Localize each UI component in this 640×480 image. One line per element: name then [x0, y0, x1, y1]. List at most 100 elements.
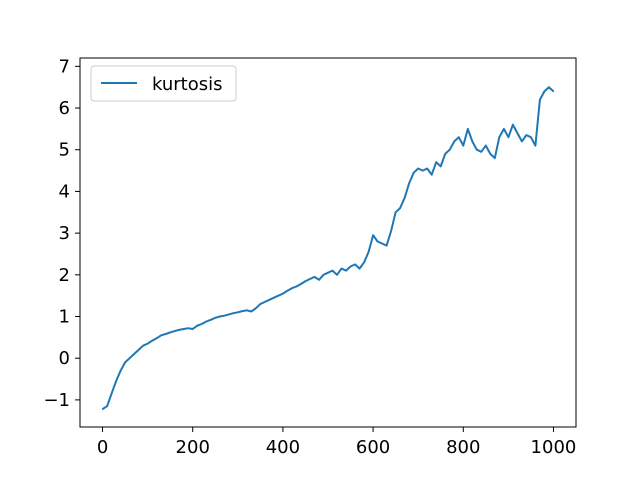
- y-tick-label: 4: [59, 181, 70, 202]
- data-point: [327, 272, 329, 274]
- data-point: [498, 136, 500, 138]
- legend-box: [90, 65, 237, 102]
- y-tick-label: 1: [59, 307, 70, 328]
- data-point: [160, 334, 162, 336]
- data-point: [431, 174, 433, 176]
- data-point: [286, 290, 288, 292]
- data-point: [277, 295, 279, 297]
- data-point: [408, 182, 410, 184]
- data-point: [295, 285, 297, 288]
- data-point: [169, 331, 171, 333]
- data-point: [300, 283, 302, 285]
- data-point: [129, 357, 131, 359]
- y-tick-label: 3: [59, 223, 70, 244]
- y-tick-label: 6: [59, 98, 70, 119]
- data-point: [543, 90, 546, 92]
- data-point: [214, 317, 216, 319]
- x-tick-label: 400: [266, 437, 300, 458]
- data-point: [390, 230, 392, 232]
- legend: kurtosis: [90, 65, 237, 102]
- data-point: [210, 319, 212, 321]
- data-point: [440, 165, 442, 167]
- data-point: [417, 167, 419, 170]
- data-point: [201, 323, 203, 325]
- data-point: [268, 299, 270, 301]
- data-point: [264, 301, 266, 303]
- data-point: [304, 280, 307, 282]
- data-point: [525, 134, 528, 136]
- data-point: [512, 124, 514, 126]
- data-point: [336, 274, 338, 276]
- data-point: [503, 128, 505, 130]
- data-point: [228, 313, 230, 315]
- data-point: [183, 328, 185, 330]
- data-point: [449, 149, 451, 151]
- data-point: [255, 307, 257, 309]
- data-point: [516, 132, 519, 134]
- data-point: [291, 287, 293, 289]
- x-tick-label: 200: [176, 437, 210, 458]
- data-point: [219, 315, 221, 318]
- data-point: [381, 242, 383, 245]
- series-layer: [101, 86, 555, 410]
- data-point: [313, 276, 316, 278]
- data-point: [444, 153, 446, 155]
- data-point: [124, 361, 126, 363]
- data-point: [507, 136, 509, 138]
- data-point: [178, 329, 180, 331]
- data-point: [395, 211, 397, 213]
- data-point: [534, 145, 537, 147]
- plot-area: [79, 57, 577, 428]
- data-point: [322, 274, 325, 276]
- data-point: [548, 86, 550, 88]
- data-point: [259, 303, 261, 305]
- data-point: [111, 393, 113, 395]
- data-point: [494, 157, 496, 159]
- data-point: [156, 337, 158, 339]
- data-point: [521, 140, 523, 142]
- data-point: [106, 405, 108, 407]
- data-point: [485, 145, 487, 147]
- data-point: [120, 370, 122, 372]
- data-point: [404, 197, 406, 199]
- x-tick-label: 800: [446, 437, 480, 458]
- data-point: [151, 340, 153, 342]
- y-tick-label: 5: [59, 140, 70, 161]
- x-axis: 0 200 400 600 800 1000: [97, 427, 576, 458]
- data-point: [232, 312, 234, 314]
- data-point: [318, 279, 320, 281]
- data-point: [340, 268, 343, 270]
- data-point: [223, 315, 225, 317]
- data-point: [250, 310, 252, 313]
- data-point: [368, 251, 370, 253]
- data-point: [458, 136, 460, 138]
- data-point: [174, 330, 176, 332]
- data-point: [489, 153, 491, 155]
- data-point: [309, 278, 311, 280]
- data-point: [552, 90, 555, 92]
- data-point: [363, 261, 365, 263]
- data-point: [101, 408, 104, 410]
- data-point: [539, 99, 541, 101]
- data-point: [205, 320, 207, 323]
- y-tick-label: 7: [59, 56, 70, 77]
- data-point: [331, 270, 334, 272]
- data-point: [241, 310, 243, 312]
- data-point: [462, 145, 464, 147]
- data-point: [359, 268, 361, 270]
- data-point: [453, 140, 455, 142]
- data-point: [349, 265, 352, 268]
- data-point: [435, 161, 437, 163]
- data-point: [273, 297, 275, 299]
- data-point: [147, 343, 149, 345]
- data-point: [467, 128, 469, 130]
- data-point: [426, 167, 428, 170]
- legend-label-kurtosis: kurtosis: [152, 74, 223, 95]
- y-axis: −1 0 1 2 3 4 5 6 7: [43, 56, 80, 411]
- data-point: [372, 234, 374, 236]
- data-point: [138, 349, 140, 351]
- y-tick-label: 0: [59, 348, 70, 369]
- data-point: [192, 328, 194, 330]
- data-point: [237, 311, 239, 313]
